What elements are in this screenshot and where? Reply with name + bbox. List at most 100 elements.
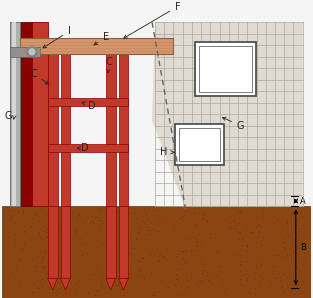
Point xyxy=(186,236,191,241)
Point xyxy=(92,214,97,219)
Point xyxy=(40,263,45,268)
Point xyxy=(259,207,264,212)
Point xyxy=(242,272,247,277)
Point xyxy=(176,252,181,256)
Bar xyxy=(60,207,70,278)
Point xyxy=(18,220,23,224)
Point xyxy=(13,263,18,268)
Point xyxy=(185,259,190,264)
Text: D: D xyxy=(77,143,89,153)
Point xyxy=(98,273,103,277)
Point xyxy=(36,218,41,222)
Point xyxy=(156,228,161,233)
Point xyxy=(280,224,285,229)
Point xyxy=(35,234,40,239)
Point xyxy=(170,229,175,233)
Point xyxy=(271,253,276,257)
Point xyxy=(45,271,50,275)
Point xyxy=(184,247,189,252)
Point xyxy=(51,221,56,226)
Point xyxy=(102,289,107,294)
Point xyxy=(30,290,35,294)
Point xyxy=(178,291,183,296)
Point xyxy=(103,211,108,216)
Point xyxy=(178,215,183,220)
Point xyxy=(19,259,24,264)
Point xyxy=(256,222,261,227)
Point xyxy=(59,241,64,246)
Point xyxy=(145,280,150,285)
Point xyxy=(234,253,239,258)
Point xyxy=(108,260,113,265)
Point xyxy=(119,265,124,270)
Point xyxy=(48,287,53,292)
Point xyxy=(193,222,198,227)
Polygon shape xyxy=(3,207,310,298)
Point xyxy=(154,246,159,251)
Point xyxy=(225,292,230,297)
Point xyxy=(152,289,157,294)
Point xyxy=(106,208,111,212)
Point xyxy=(100,283,105,288)
Point xyxy=(139,255,144,260)
Point xyxy=(41,228,46,233)
Point xyxy=(173,272,178,277)
Point xyxy=(129,210,134,215)
Point xyxy=(137,268,142,273)
Point xyxy=(227,213,232,218)
Point xyxy=(297,269,302,274)
Point xyxy=(239,246,244,251)
Point xyxy=(104,264,109,269)
Point xyxy=(134,216,139,221)
Point xyxy=(129,218,134,222)
Point xyxy=(203,267,208,272)
Point xyxy=(7,216,12,221)
Point xyxy=(276,254,281,259)
Point xyxy=(275,280,280,284)
Point xyxy=(175,267,180,272)
Point xyxy=(273,275,278,280)
Point xyxy=(104,245,109,250)
Point xyxy=(39,284,44,289)
Point xyxy=(232,218,237,223)
Point xyxy=(175,293,180,297)
Point xyxy=(11,275,16,280)
Point xyxy=(54,292,59,297)
Point xyxy=(276,253,281,258)
Point xyxy=(149,271,154,275)
Point xyxy=(126,218,131,223)
Point xyxy=(64,208,69,212)
Point xyxy=(238,263,243,268)
Point xyxy=(106,259,111,264)
Point xyxy=(208,224,213,229)
Point xyxy=(69,281,74,286)
Point xyxy=(278,280,283,285)
Point xyxy=(137,268,142,273)
Point xyxy=(214,272,219,277)
Point xyxy=(251,270,256,275)
Point xyxy=(252,217,257,222)
Point xyxy=(230,251,235,255)
Point xyxy=(124,277,129,282)
Point xyxy=(58,259,63,263)
Point xyxy=(30,290,35,294)
Point xyxy=(232,271,237,276)
Point xyxy=(149,267,154,271)
Point xyxy=(238,282,243,286)
Point xyxy=(154,216,159,221)
Point xyxy=(208,231,213,236)
Polygon shape xyxy=(152,22,303,207)
Point xyxy=(18,247,23,252)
Point xyxy=(114,283,119,287)
Point xyxy=(128,264,133,269)
Point xyxy=(86,226,91,230)
Point xyxy=(255,221,260,226)
Point xyxy=(237,268,242,273)
Point xyxy=(89,213,94,218)
Point xyxy=(150,293,155,297)
Point xyxy=(210,207,215,212)
Point xyxy=(116,280,121,285)
Point xyxy=(237,252,242,257)
Point xyxy=(98,208,103,212)
Point xyxy=(136,226,141,231)
